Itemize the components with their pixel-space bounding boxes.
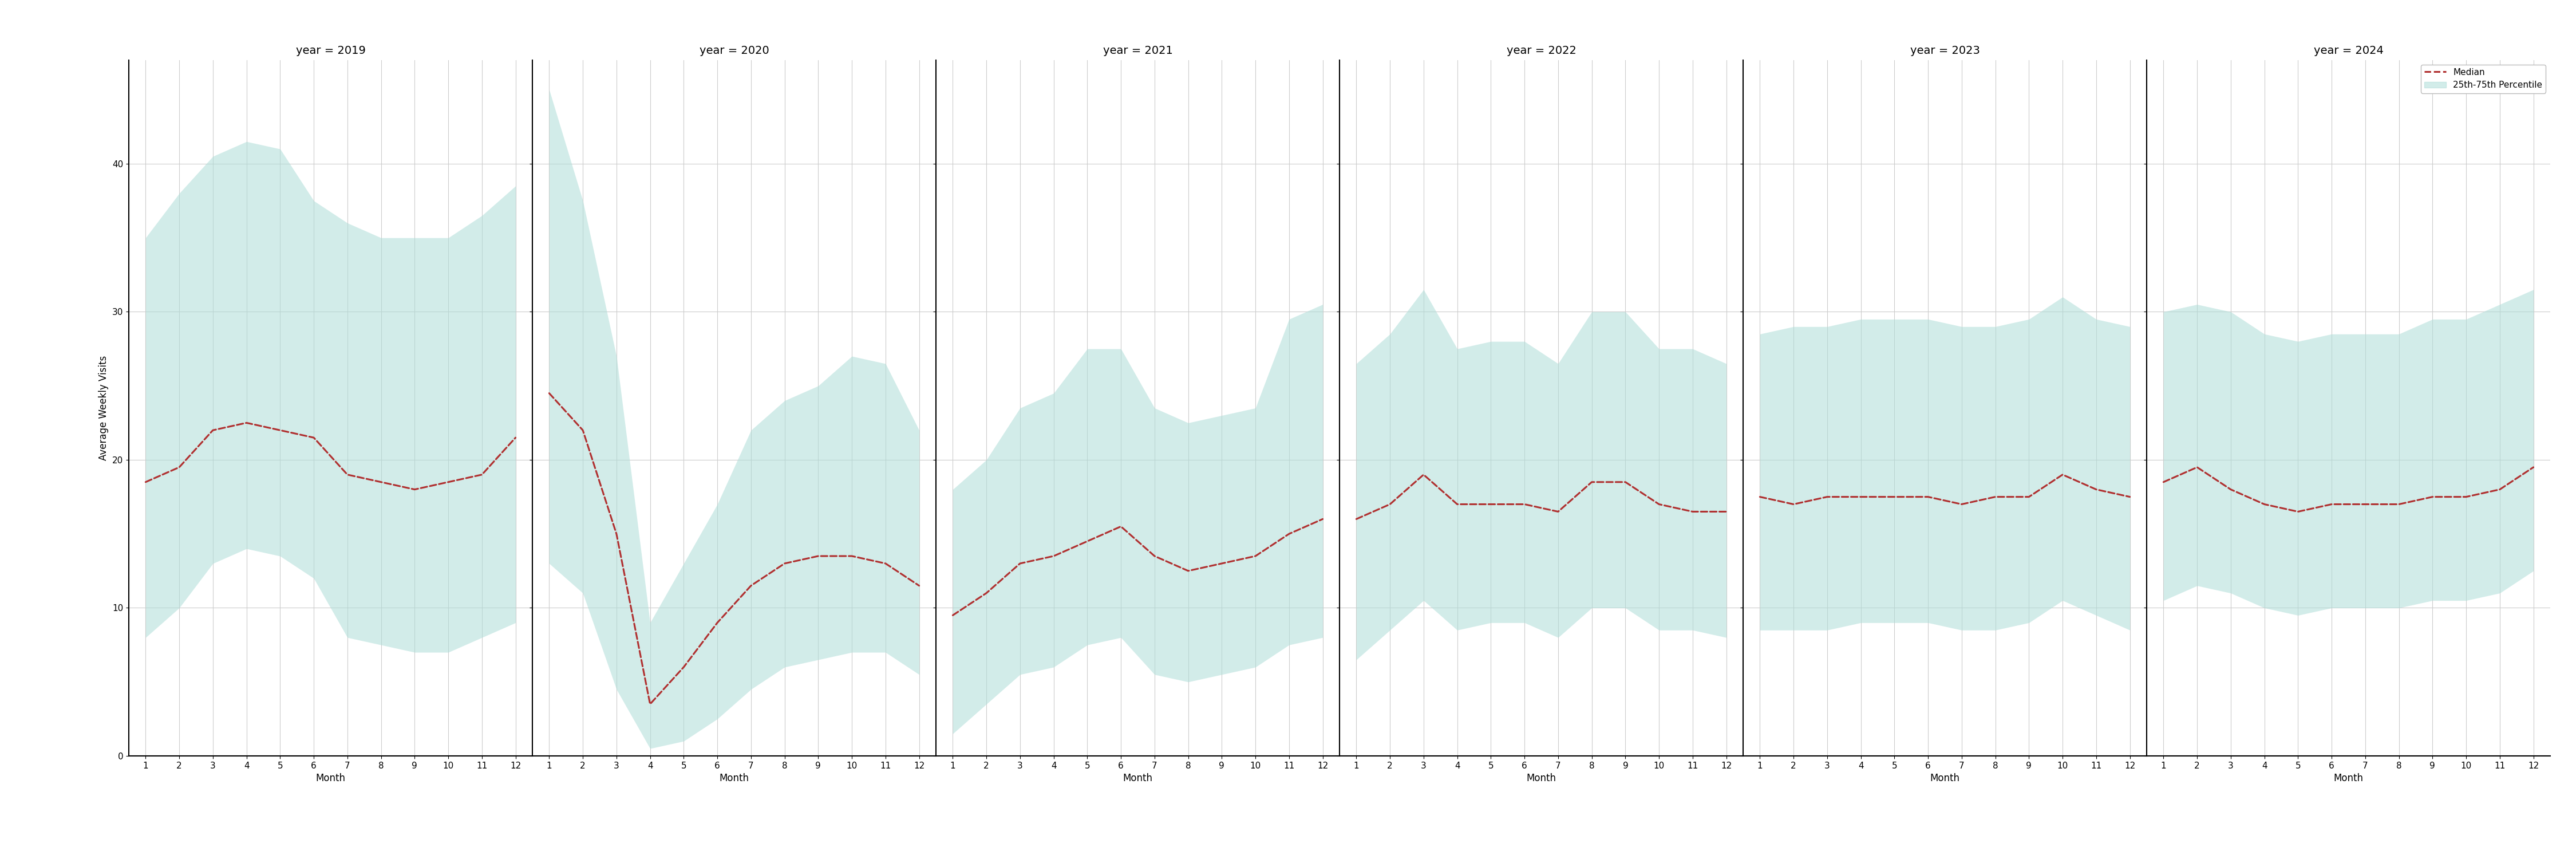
X-axis label: Month: Month — [1123, 773, 1151, 783]
Title: year = 2022: year = 2022 — [1507, 46, 1577, 56]
Title: year = 2023: year = 2023 — [1909, 46, 1981, 56]
Title: year = 2021: year = 2021 — [1103, 46, 1172, 56]
Legend: Median, 25th-75th Percentile: Median, 25th-75th Percentile — [2421, 64, 2545, 93]
Title: year = 2024: year = 2024 — [2313, 46, 2383, 56]
X-axis label: Month: Month — [1929, 773, 1960, 783]
X-axis label: Month: Month — [2334, 773, 2362, 783]
X-axis label: Month: Month — [317, 773, 345, 783]
Title: year = 2020: year = 2020 — [698, 46, 770, 56]
X-axis label: Month: Month — [1528, 773, 1556, 783]
Y-axis label: Average Weekly Visits: Average Weekly Visits — [98, 356, 108, 460]
X-axis label: Month: Month — [719, 773, 750, 783]
Title: year = 2019: year = 2019 — [296, 46, 366, 56]
